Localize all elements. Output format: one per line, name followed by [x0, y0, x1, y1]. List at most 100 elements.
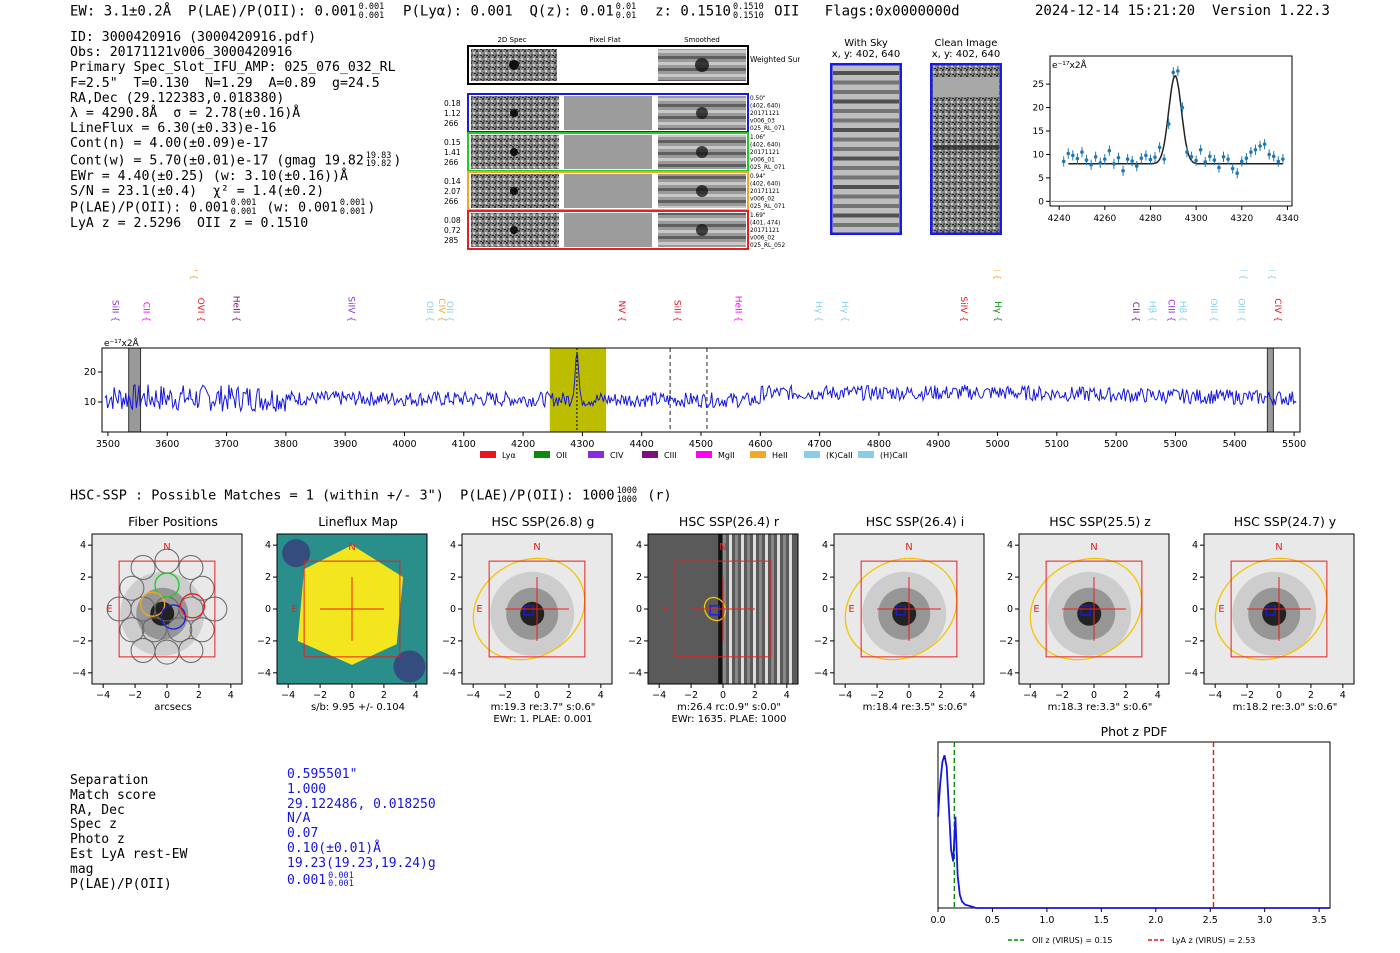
zoom-point [1221, 154, 1226, 159]
north-label: N [1090, 542, 1097, 553]
cutout-row-meta: (402, 640) [750, 182, 780, 188]
hsc-ytick: −2 [628, 636, 642, 647]
spectrum-line-label: HeII { [732, 296, 742, 322]
info-id: ID: 3000420916 (3000420916.pdf) [70, 30, 317, 45]
spectrum-line-label: SiII { [110, 300, 120, 322]
hsc-ytick: 2 [1192, 572, 1198, 583]
cutout-row-stat: 266 [444, 197, 459, 206]
cutout-row-meta: 1.06" [750, 135, 766, 141]
match-label: P(LAE)/P(OII) [70, 876, 172, 892]
hsc-ytick: 0 [822, 604, 828, 615]
hsc-box [860, 560, 958, 658]
cutout-row-meta: (402, 640) [750, 143, 780, 149]
zoom-point [1185, 150, 1189, 154]
spectrum-cutouts: 2D Spec Pixel Flat Smoothed Weighted Sum… [444, 36, 800, 250]
header-summary: EW: 3.1±0.2Å P(LAE)/P(OII): 0.001 0.001 0.… [70, 3, 960, 20]
spectrum-line-label: SiIV { [188, 270, 198, 280]
hsc-xtick: −4 [1208, 690, 1222, 701]
spectrum-xtick: 5000 [985, 439, 1009, 450]
zoom-ytick: 15 [1033, 127, 1044, 137]
spectrum-ytick: 10 [84, 397, 96, 408]
north-label: N [719, 542, 726, 553]
zoom-point [1061, 159, 1066, 164]
hsc-caption: m:18.4 re:3.5" s:0.6" [863, 702, 968, 713]
match-value: 0.001 0.001 0.001 [287, 870, 354, 890]
hsc-ytick: −4 [814, 668, 828, 679]
match-label: RA, Dec [70, 802, 125, 818]
spectrum-xtick: 3500 [96, 439, 120, 450]
spectrum-xtick: 4800 [867, 439, 891, 450]
zoom-point [1084, 158, 1089, 162]
cutout-row-meta: 025_RL_071 [750, 165, 785, 171]
full-spectrum-chart: e⁻¹⁷x2Å 3500 3600 3700 3800 3900 4000 4100 4200 4… [84, 270, 1306, 460]
hsc-xtick: 4 [1340, 690, 1346, 701]
legend-label: CIV [610, 451, 624, 460]
zoom-point [1230, 166, 1235, 171]
hsc-xtick: 2 [1123, 690, 1129, 701]
photz-legend-label: OII z (VIRUS) = 0.15 [1032, 936, 1112, 945]
hsc-ytick: −2 [814, 636, 828, 647]
zoom-ylabel: e⁻¹⁷x2Å [1052, 59, 1088, 71]
hsc-panel-title: Fiber Positions [128, 514, 218, 529]
cutout-row-meta: 0.50" [750, 96, 766, 102]
hsc-xtick: −2 [128, 690, 142, 701]
legend-swatch [696, 451, 712, 458]
zoom-point [1134, 164, 1139, 168]
hsc-ytick: 4 [1192, 540, 1198, 551]
spectrum-line-label: OII { [444, 301, 454, 322]
match-value: 0.595501" [287, 767, 358, 782]
hsc-xtick: −4 [96, 690, 110, 701]
header-ew: EW: 3.1±0.2Å [70, 3, 172, 20]
hsc-ytick: 2 [636, 572, 642, 583]
zoom-point [1281, 157, 1285, 161]
hsc-caption: m:18.3 re:3.3" s:0.6" [1048, 702, 1153, 713]
spectrum-line-label: Hβ { [1177, 301, 1187, 322]
match-value: 1.000 [287, 781, 327, 797]
hsc-box [488, 560, 586, 658]
spectrum-xtick: 4300 [570, 439, 594, 450]
hsc-ytick: 2 [265, 572, 271, 583]
zoom-xtick: 4280 [1139, 214, 1162, 224]
legend-label: OII [556, 451, 567, 460]
east-label: E [848, 604, 854, 615]
hsc-xtick: 0 [164, 690, 170, 701]
zoom-point [1249, 150, 1253, 154]
hsc-xtick: −4 [838, 690, 852, 701]
legend-swatch [750, 451, 766, 458]
hsc-xtick: 0 [720, 690, 726, 701]
cutout-row-meta: 025_RL_071 [750, 204, 785, 210]
spectrum-xtick: 3700 [214, 439, 238, 450]
zoom-point [1276, 159, 1281, 164]
cutout-row-stat: 285 [444, 236, 459, 245]
north-label: N [348, 542, 355, 553]
match-label: Spec z [70, 817, 117, 833]
photz-frame [937, 741, 1331, 909]
hsc-xtick: 0 [1276, 690, 1282, 701]
legend-swatch [534, 451, 550, 458]
hsc-box [1045, 560, 1143, 658]
info-plae: P(LAE)/P(OII): 0.001 0.001 0.001 (w: 0.001… [70, 198, 376, 217]
spectrum-line-label: Hγ { [992, 301, 1002, 322]
spectrum-xtick: 3600 [155, 439, 179, 450]
zoom-point [1271, 154, 1276, 159]
zoom-point [1194, 158, 1198, 163]
photz-xtick: 3.5 [1312, 915, 1327, 926]
hsc-ytick: 0 [1192, 604, 1198, 615]
hsc-box [1230, 560, 1328, 658]
hsc-xtick: 4 [413, 690, 419, 701]
spectrum-xtick: 4700 [808, 439, 832, 450]
info-obs: Obs: 20171121v006_3000420916 [70, 45, 293, 61]
legend-label: MgII [718, 451, 735, 460]
photz-pdf-chart: Phot z PDF 0.0 0.5 1.0 1.5 2.0 2.5 3.0 3.5 OII z … [930, 724, 1331, 945]
legend-label: HeII [772, 451, 788, 460]
spectrum-xtick: 4500 [689, 439, 713, 450]
match-label: Photo z [70, 832, 125, 848]
zoom-point [1075, 156, 1080, 161]
zoom-point [1217, 165, 1221, 170]
spectrum-xtick: 4900 [926, 439, 950, 450]
photz-xtick: 0.0 [930, 915, 945, 926]
zoom-point [1244, 156, 1249, 160]
hsc-xtick: −4 [466, 690, 480, 701]
